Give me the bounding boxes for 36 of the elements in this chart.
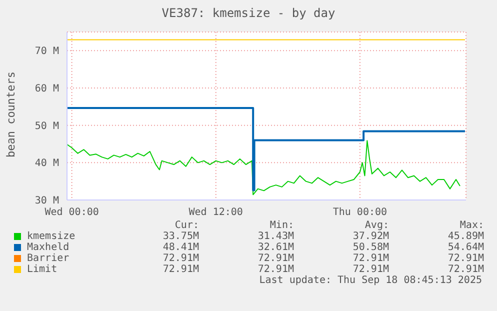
- x-tick-label: Wed 12:00: [188, 207, 243, 218]
- line-series: [67, 140, 460, 196]
- text: 72.91M: [352, 253, 389, 264]
- text: 45.89M: [446, 231, 484, 242]
- text: Last update: Thu Sep 18 08:45:13 2025: [258, 275, 483, 286]
- text: 72.91M: [162, 253, 199, 264]
- text: 32.61M: [256, 242, 294, 253]
- x-tick-label: Wed 00:00: [44, 207, 99, 218]
- y-tick-label: 70 M: [34, 46, 59, 58]
- y-tick-label: 50 M: [34, 120, 59, 132]
- text: 54.64M: [446, 242, 484, 253]
- chart-title: VE387: kmemsize - by day: [160, 5, 336, 22]
- y-tick-label: 30 M: [34, 196, 59, 207]
- legend-label: Maxheld: [26, 242, 70, 253]
- legend-label: Barrier: [26, 253, 70, 264]
- text: 72.91M: [162, 264, 199, 275]
- text: 31.43M: [256, 231, 294, 242]
- y-tick-label: 60 M: [34, 84, 59, 95]
- text: Avg:: [364, 220, 389, 231]
- text: Max:: [458, 220, 484, 231]
- text: 72.91M: [446, 264, 484, 275]
- y-axis-title: bean counters: [4, 70, 18, 158]
- text: 72.91M: [256, 253, 294, 264]
- y-tick-label: 40 M: [34, 158, 59, 170]
- text: 72.91M: [256, 264, 294, 275]
- legend-label: kmemsize: [26, 231, 76, 242]
- text: 72.91M: [446, 253, 484, 264]
- legend-label: Limit: [26, 264, 58, 275]
- x-tick-label: Thu 00:00: [332, 207, 388, 218]
- text: Cur:: [174, 220, 199, 231]
- text: 37.92M: [352, 231, 389, 242]
- text: 50.58M: [352, 242, 389, 253]
- text: Min:: [268, 220, 294, 231]
- text: 33.75M: [162, 231, 199, 242]
- text: 48.41M: [162, 242, 199, 253]
- text: 72.91M: [352, 264, 389, 275]
